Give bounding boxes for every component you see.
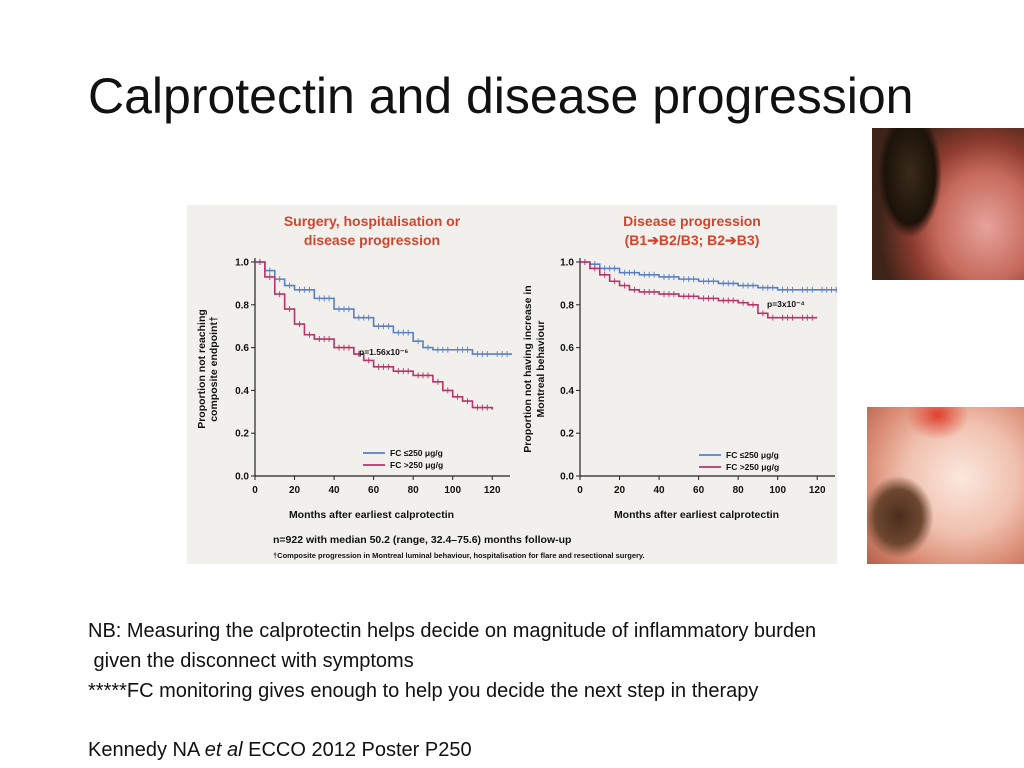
chart1-y-tick-label-3: 0.6 [235,343,249,354]
survival-curves-figure: n=922 with median 50.2 (range, 32.4–75.6… [196,213,837,560]
endoscopy-photo-top [872,128,1024,280]
chart1-series-1-censor-marks [259,259,508,357]
chart1-x-tick-label-6: 120 [484,485,501,496]
figure-footnote-2: †Composite progression in Montreal lumin… [273,551,645,560]
figure-panel: n=922 with median 50.2 (range, 32.4–75.6… [187,205,837,564]
chart2-legend-label-2: FC >250 μg/g [726,462,779,472]
chart1-x-tick-label-3: 60 [368,485,380,496]
chart2-x-tick-label-3: 60 [693,485,705,496]
chart1-y-axis-label-line-1: Proportion not reaching [196,309,208,429]
chart2-legend-label-1: FC ≤250 μg/g [726,450,779,460]
chart2-y-tick-label-1: 0.2 [560,429,574,440]
citation-source: ECCO 2012 Poster P250 [242,739,472,761]
chart2-y-tick-label-0: 0.0 [560,472,574,483]
chart2-x-tick-label-2: 40 [654,485,666,496]
chart1-y-axis-label-line-2: composite endpoint† [208,316,220,422]
citation-etal: et al [204,739,243,761]
chart2-x-tick-label-1: 20 [614,485,626,496]
chart2-x-tick-label-0: 0 [577,485,583,496]
chart1-y-tick-label-2: 0.4 [235,386,249,397]
chart2-y-axis-label-line-1: Proportion not having increase in [522,285,534,452]
note-line-2: given the disconnect with symptoms [88,650,414,672]
slide-title: Calprotectin and disease progression [88,68,914,124]
chart2-y-tick-label-2: 0.4 [560,386,574,397]
chart2-p-value-annotation: p=3x10⁻⁴ [767,299,805,309]
chart1-legend-label-1: FC ≤250 μg/g [390,448,443,458]
chart1-series-2-line [255,261,494,410]
chart1-series-2-censor-marks [259,259,488,411]
chart2-x-axis-label: Months after earliest calprotectin [614,509,779,521]
chart1-y-tick-label-1: 0.2 [235,429,249,440]
chart1-y-tick-label-0: 0.0 [235,472,249,483]
chart1-x-tick-label-5: 100 [444,485,461,496]
chart2-series-1-censor-marks [584,259,837,293]
chart1-p-value-annotation: p=1.56x10⁻⁶ [359,347,408,357]
chart1-legend-label-2: FC >250 μg/g [390,460,443,470]
chart1-x-axis-label: Months after earliest calprotectin [289,509,454,521]
chart1-series-1-line [255,261,512,355]
chart2-title-line-2: (B1➔B2/B3; B2➔B3) [625,232,760,248]
chart1-title-line-2: disease progression [304,232,440,248]
chart2-series-2-censor-marks [584,259,813,321]
note-line-1: NB: Measuring the calprotectin helps dec… [88,620,817,642]
chart1-x-tick-label-0: 0 [252,485,258,496]
chart1-x-tick-label-1: 20 [289,485,301,496]
chart2-y-tick-label-5: 1.0 [560,258,574,269]
chart2-series-2-line [580,261,818,319]
note-line-3: *****FC monitoring gives enough to help … [88,680,759,702]
chart2-title-line-1: Disease progression [623,213,761,229]
chart2-y-tick-label-3: 0.6 [560,343,574,354]
chart1-x-tick-label-2: 40 [329,485,341,496]
citation-author: Kennedy NA [88,739,205,761]
chart1-y-tick-label-4: 0.8 [235,300,249,311]
chart2-x-tick-label-6: 120 [809,485,826,496]
chart2-series-1-line [580,261,837,291]
chart1-y-tick-label-5: 1.0 [235,258,249,269]
chart1-x-tick-label-4: 80 [408,485,420,496]
endoscopy-photo-bottom [867,407,1024,564]
figure-footnote-1: n=922 with median 50.2 (range, 32.4–75.6… [273,534,571,546]
citation: Kennedy NA et al ECCO 2012 Poster P250 [88,735,472,765]
chart1-title-line-1: Surgery, hospitalisation or [284,213,461,229]
chart2-x-tick-label-5: 100 [769,485,786,496]
chart2-y-tick-label-4: 0.8 [560,300,574,311]
chart2-y-axis-label-line-2: Montreal behaviour [535,321,547,418]
chart2-x-tick-label-4: 80 [733,485,745,496]
